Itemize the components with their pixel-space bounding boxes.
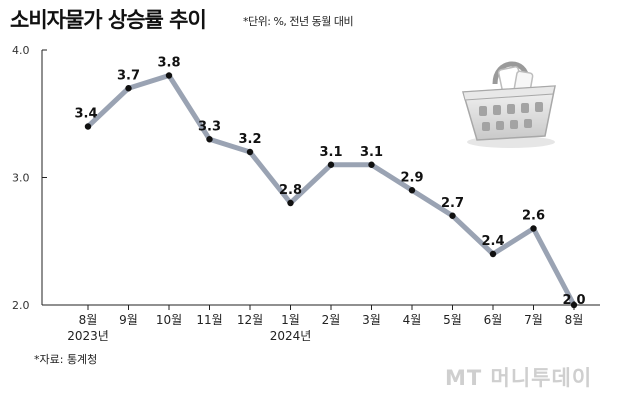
data-label: 2.9: [400, 170, 423, 185]
data-label: 3.1: [360, 145, 383, 160]
x-tick-label: 3월: [362, 313, 381, 327]
chart-title: 소비자물가 상승률 추이: [10, 8, 207, 32]
x-tick-label: 9월: [119, 313, 138, 327]
x-tick-label: 12월: [237, 313, 263, 327]
x-tick-label: 8월: [79, 313, 98, 327]
y-tick-label: 3.0: [12, 172, 30, 185]
source-note: *자료: 통계청: [34, 353, 98, 366]
data-label: 3.8: [157, 56, 180, 71]
x-tick-label: 1월: [281, 313, 300, 327]
data-point: [165, 72, 173, 79]
data-point: [489, 250, 497, 258]
data-point: [125, 85, 132, 92]
x-tick-label: 4월: [403, 313, 422, 327]
data-label: 2.0: [562, 293, 585, 308]
x-tick-label: 8월: [565, 313, 584, 327]
data-label: 2.6: [522, 209, 545, 224]
data-label: 3.2: [238, 132, 261, 147]
x-year-label: 2024년: [270, 329, 312, 343]
x-tick-label: 11월: [196, 313, 222, 327]
data-point: [570, 301, 578, 309]
data-point: [206, 136, 213, 143]
unit-note: *단위: %, 전년 동월 대비: [243, 15, 354, 28]
data-point: [449, 212, 456, 219]
x-tick-label: 10월: [156, 313, 182, 327]
data-point: [327, 161, 335, 168]
data-label: 2.7: [441, 196, 464, 211]
x-tick-label: 7월: [524, 313, 543, 327]
x-tick-label: 5월: [443, 313, 462, 327]
x-year-label: 2023년: [67, 329, 109, 343]
x-tick-label: 2월: [322, 313, 341, 327]
y-tick-label: 2.0: [12, 299, 30, 312]
x-tick-label: 6월: [484, 313, 503, 327]
data-label: 2.4: [481, 234, 504, 249]
shopping-basket-icon: [462, 61, 556, 148]
data-point: [408, 187, 416, 194]
data-point: [287, 199, 294, 207]
data-label: 2.8: [279, 183, 302, 198]
watermark-logo: MT 머니투데이: [445, 366, 593, 390]
data-point: [368, 161, 375, 168]
data-point: [84, 123, 92, 130]
data-label: 3.3: [198, 119, 221, 134]
data-label: 3.1: [319, 145, 342, 160]
data-point: [246, 148, 254, 156]
data-label: 3.4: [74, 107, 97, 122]
data-point: [530, 225, 537, 232]
data-label: 3.7: [117, 68, 140, 83]
y-tick-label: 4.0: [12, 44, 30, 57]
